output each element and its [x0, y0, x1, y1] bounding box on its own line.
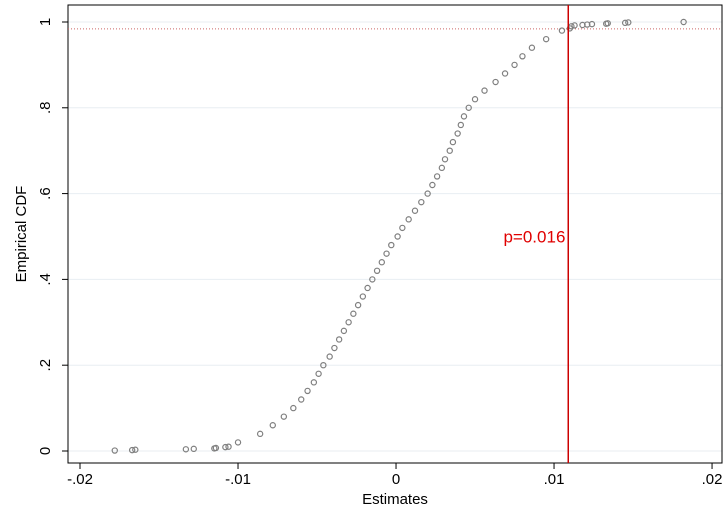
point	[222, 443, 229, 451]
point	[326, 353, 333, 360]
point	[364, 284, 371, 292]
point	[411, 207, 419, 214]
point	[438, 164, 446, 172]
point	[460, 113, 468, 120]
point	[354, 301, 362, 309]
point	[542, 35, 550, 43]
point	[359, 293, 367, 300]
point	[340, 327, 348, 335]
point	[441, 156, 449, 163]
point	[558, 27, 566, 34]
x-axis-label: Estimates	[362, 491, 428, 508]
point	[331, 344, 338, 352]
point	[588, 20, 596, 28]
point	[298, 396, 305, 403]
point	[182, 446, 190, 453]
point	[212, 444, 220, 452]
point	[345, 319, 352, 326]
point	[429, 181, 436, 189]
point	[304, 387, 311, 395]
point	[449, 138, 457, 146]
point	[399, 224, 406, 232]
point	[335, 336, 343, 343]
y-tick-label: .8	[37, 102, 54, 115]
point	[280, 413, 288, 420]
point	[454, 130, 461, 137]
point	[290, 404, 297, 412]
point	[680, 18, 687, 26]
y-tick-label: .6	[37, 187, 54, 200]
x-tick-label: -.01	[225, 471, 251, 488]
point	[225, 443, 232, 450]
y-tick-label: .2	[37, 359, 54, 372]
point	[481, 87, 488, 94]
point	[256, 430, 264, 438]
point	[320, 361, 327, 369]
point	[405, 216, 412, 223]
point	[378, 259, 386, 266]
point	[315, 370, 322, 377]
point	[394, 233, 401, 240]
point	[424, 190, 431, 197]
point	[111, 447, 118, 454]
point	[528, 44, 536, 51]
point	[190, 445, 197, 453]
point	[511, 61, 518, 69]
point	[571, 22, 578, 29]
y-tick-label: 1	[37, 18, 54, 26]
point	[350, 310, 357, 317]
point	[433, 173, 441, 180]
point	[501, 70, 509, 77]
x-tick-label: 0	[392, 471, 400, 488]
point	[604, 20, 611, 27]
point	[446, 147, 453, 154]
y-axis-label: Empirical CDF	[13, 186, 30, 283]
annotation: p=0.016	[503, 227, 565, 246]
point	[373, 267, 381, 275]
point	[388, 241, 395, 249]
point	[492, 78, 499, 86]
point	[132, 446, 139, 453]
point	[471, 96, 479, 103]
x-tick-label: .02	[702, 471, 723, 488]
x-tick-label: .01	[544, 471, 565, 488]
plot-frame	[67, 4, 723, 464]
point	[128, 446, 136, 454]
point	[234, 439, 242, 446]
x-tick-label: -.02	[67, 471, 93, 488]
point	[310, 379, 318, 386]
point	[621, 19, 629, 27]
point	[625, 19, 632, 26]
point	[519, 53, 526, 60]
point	[269, 422, 276, 429]
point	[383, 250, 390, 257]
point	[465, 104, 472, 111]
point	[418, 198, 425, 206]
y-tick-label: 0	[37, 447, 54, 455]
point	[369, 276, 376, 283]
point	[457, 121, 465, 129]
y-tick-label: .4	[37, 273, 54, 286]
